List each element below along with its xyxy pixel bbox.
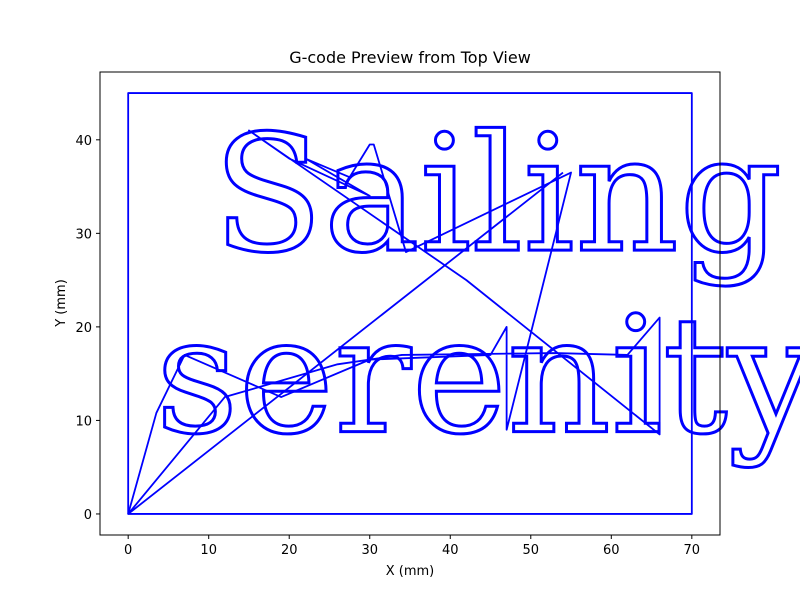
x-tick-label: 50 — [523, 543, 540, 558]
x-tick-label: 40 — [442, 543, 459, 558]
x-tick-label: 20 — [281, 543, 298, 558]
toolpath-text-0: Sailing — [213, 101, 783, 289]
toolpath-line-1 — [127, 129, 661, 515]
x-axis: 0 10 20 30 40 50 60 70 — [124, 535, 700, 558]
axes-frame — [99, 71, 721, 536]
y-tick-label: 0 — [84, 508, 92, 523]
y-tick-label: 20 — [75, 321, 92, 336]
x-tick-label: 10 — [200, 543, 217, 558]
x-tick-label: 70 — [684, 543, 701, 558]
x-tick-label: 60 — [603, 543, 620, 558]
y-axis: 0 10 20 30 40 — [75, 134, 100, 523]
x-tick-label: 0 — [124, 543, 132, 558]
y-axis-label: Y (mm) — [54, 279, 69, 328]
toolpath-text-1: serenity! — [156, 283, 800, 471]
x-axis-label: X (mm) — [386, 564, 435, 579]
y-tick-label: 10 — [75, 414, 92, 429]
y-tick-label: 30 — [75, 227, 92, 242]
toolpath-line-0 — [127, 92, 693, 515]
y-tick-label: 40 — [75, 134, 92, 149]
x-tick-label: 30 — [361, 543, 378, 558]
chart-title: G-code Preview from Top View — [289, 48, 531, 67]
